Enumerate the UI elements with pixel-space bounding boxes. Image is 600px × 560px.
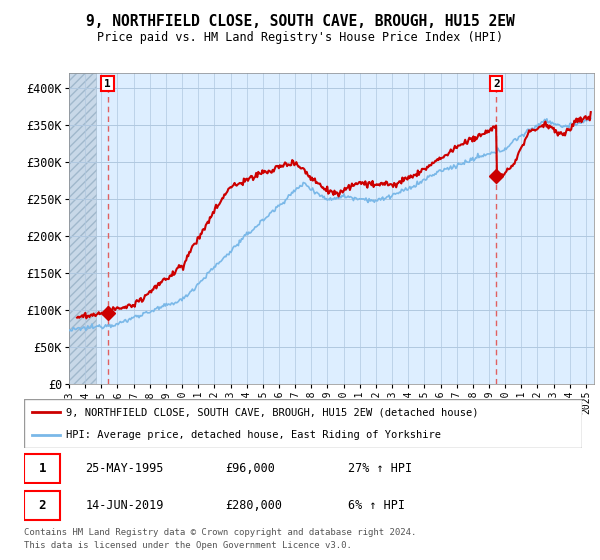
Text: 25-MAY-1995: 25-MAY-1995 — [85, 461, 164, 475]
Text: 1: 1 — [104, 78, 111, 88]
Text: 9, NORTHFIELD CLOSE, SOUTH CAVE, BROUGH, HU15 2EW (detached house): 9, NORTHFIELD CLOSE, SOUTH CAVE, BROUGH,… — [66, 407, 478, 417]
Text: Contains HM Land Registry data © Crown copyright and database right 2024.: Contains HM Land Registry data © Crown c… — [24, 529, 416, 538]
Text: £96,000: £96,000 — [225, 461, 275, 475]
Bar — [24, 454, 60, 483]
Bar — [24, 491, 60, 520]
Text: £280,000: £280,000 — [225, 499, 282, 512]
Text: 2: 2 — [493, 78, 500, 88]
Text: HPI: Average price, detached house, East Riding of Yorkshire: HPI: Average price, detached house, East… — [66, 430, 441, 440]
Text: 6% ↑ HPI: 6% ↑ HPI — [347, 499, 404, 512]
Text: 14-JUN-2019: 14-JUN-2019 — [85, 499, 164, 512]
Text: 27% ↑ HPI: 27% ↑ HPI — [347, 461, 412, 475]
Text: 1: 1 — [38, 461, 46, 475]
Text: 9, NORTHFIELD CLOSE, SOUTH CAVE, BROUGH, HU15 2EW: 9, NORTHFIELD CLOSE, SOUTH CAVE, BROUGH,… — [86, 14, 514, 29]
Bar — [69, 73, 97, 384]
Text: This data is licensed under the Open Government Licence v3.0.: This data is licensed under the Open Gov… — [24, 541, 352, 550]
Text: Price paid vs. HM Land Registry's House Price Index (HPI): Price paid vs. HM Land Registry's House … — [97, 31, 503, 44]
Text: 2: 2 — [38, 499, 46, 512]
